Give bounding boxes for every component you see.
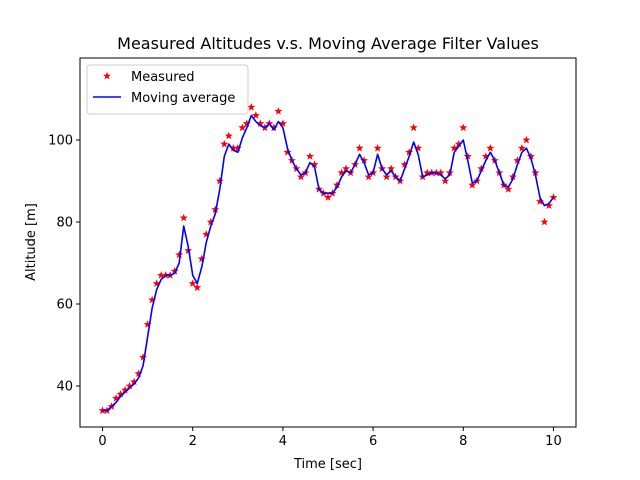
measured-point <box>387 164 396 173</box>
legend: Measured Moving average <box>86 64 249 115</box>
measured-point <box>355 144 364 152</box>
measured-point <box>188 279 197 287</box>
moving-average-series <box>102 114 555 412</box>
measured-point <box>513 156 522 164</box>
measured-point <box>450 144 459 152</box>
measured-point <box>278 119 287 127</box>
measured-point <box>121 385 130 394</box>
measured-point <box>175 250 184 259</box>
measured-point <box>333 180 342 189</box>
y-axis-ticks: 40 60 80 100 <box>48 134 80 395</box>
measured-point <box>211 205 220 214</box>
measured-point <box>364 172 373 181</box>
chart-title: Measured Altitudes v.s. Moving Average F… <box>117 34 539 53</box>
measured-point <box>324 193 332 201</box>
measured-point <box>337 168 346 177</box>
measured-point <box>400 160 409 168</box>
measured-point <box>202 230 211 238</box>
measured-point <box>468 180 477 189</box>
measured-point <box>423 168 432 177</box>
plot-area <box>98 103 558 414</box>
legend-box <box>86 64 249 115</box>
measured-point <box>463 152 472 160</box>
measured-point <box>522 135 531 144</box>
x-tick-label: 0 <box>98 434 106 449</box>
x-axis-ticks: 0 2 4 6 8 10 <box>98 427 562 449</box>
measured-point <box>224 131 233 140</box>
legend-measured-label: Measured <box>131 70 195 85</box>
measured-point <box>274 107 283 115</box>
measured-point <box>170 267 179 275</box>
measured-point <box>360 156 369 164</box>
measured-point <box>256 119 265 127</box>
axes-frame <box>79 57 577 428</box>
measured-point <box>481 152 490 160</box>
measured-point <box>130 377 139 386</box>
legend-star-icon <box>103 71 111 80</box>
measured-point <box>342 164 351 173</box>
x-tick-label: 10 <box>545 434 562 449</box>
y-tick-label: 80 <box>56 216 73 231</box>
measured-point <box>229 144 238 152</box>
measured-point <box>139 353 148 361</box>
measured-point <box>436 168 445 177</box>
measured-point <box>193 283 202 291</box>
measured-point <box>405 148 414 156</box>
y-axis-label: Altitude [m] <box>24 203 39 281</box>
measured-point <box>454 139 463 148</box>
legend-measured-marker <box>103 71 111 80</box>
measured-point <box>233 144 242 152</box>
measured-point <box>305 152 314 160</box>
measured-point <box>382 172 391 181</box>
measured-point <box>197 254 206 263</box>
x-tick-label: 6 <box>369 434 377 449</box>
measured-point <box>247 103 256 111</box>
measured-point <box>215 176 224 185</box>
measured-point <box>125 381 134 390</box>
measured-point <box>414 144 423 152</box>
measured-point <box>206 217 215 226</box>
measured-point <box>283 148 292 156</box>
measured-point <box>517 144 526 152</box>
y-tick-label: 60 <box>56 298 73 313</box>
measured-point <box>157 271 166 279</box>
measured-point <box>269 123 278 132</box>
measured-point <box>373 144 382 152</box>
measured-point <box>179 213 188 222</box>
legend-average-label: Moving average <box>131 91 235 106</box>
x-tick-label: 2 <box>189 434 197 449</box>
measured-point <box>152 279 161 287</box>
measured-point <box>544 201 553 209</box>
measured-point <box>220 139 229 148</box>
measured-point <box>540 217 549 226</box>
measured-point <box>134 369 143 378</box>
measured-point <box>148 295 157 304</box>
measured-point <box>310 160 319 168</box>
x-axis-label: Time [sec] <box>293 457 362 472</box>
measured-point <box>409 123 418 132</box>
x-tick-label: 8 <box>459 434 467 449</box>
moving-average-line <box>102 114 555 412</box>
measured-point <box>486 144 495 152</box>
measured-point <box>98 406 107 414</box>
measured-point <box>242 119 251 127</box>
measured-point <box>526 152 535 160</box>
measured-point <box>477 164 486 173</box>
y-tick-label: 40 <box>56 380 73 395</box>
measured-point <box>459 123 468 132</box>
measured-point <box>535 197 544 205</box>
measured-point <box>549 193 558 201</box>
measured-point <box>112 394 121 402</box>
measured-point <box>116 390 125 398</box>
measured-point <box>143 320 152 328</box>
measured-point <box>238 123 247 132</box>
y-tick-label: 100 <box>48 134 73 149</box>
measured-point <box>504 185 513 193</box>
measured-point <box>441 176 450 185</box>
measured-point <box>251 111 260 119</box>
x-tick-label: 4 <box>279 434 287 449</box>
measured-point <box>296 172 305 181</box>
